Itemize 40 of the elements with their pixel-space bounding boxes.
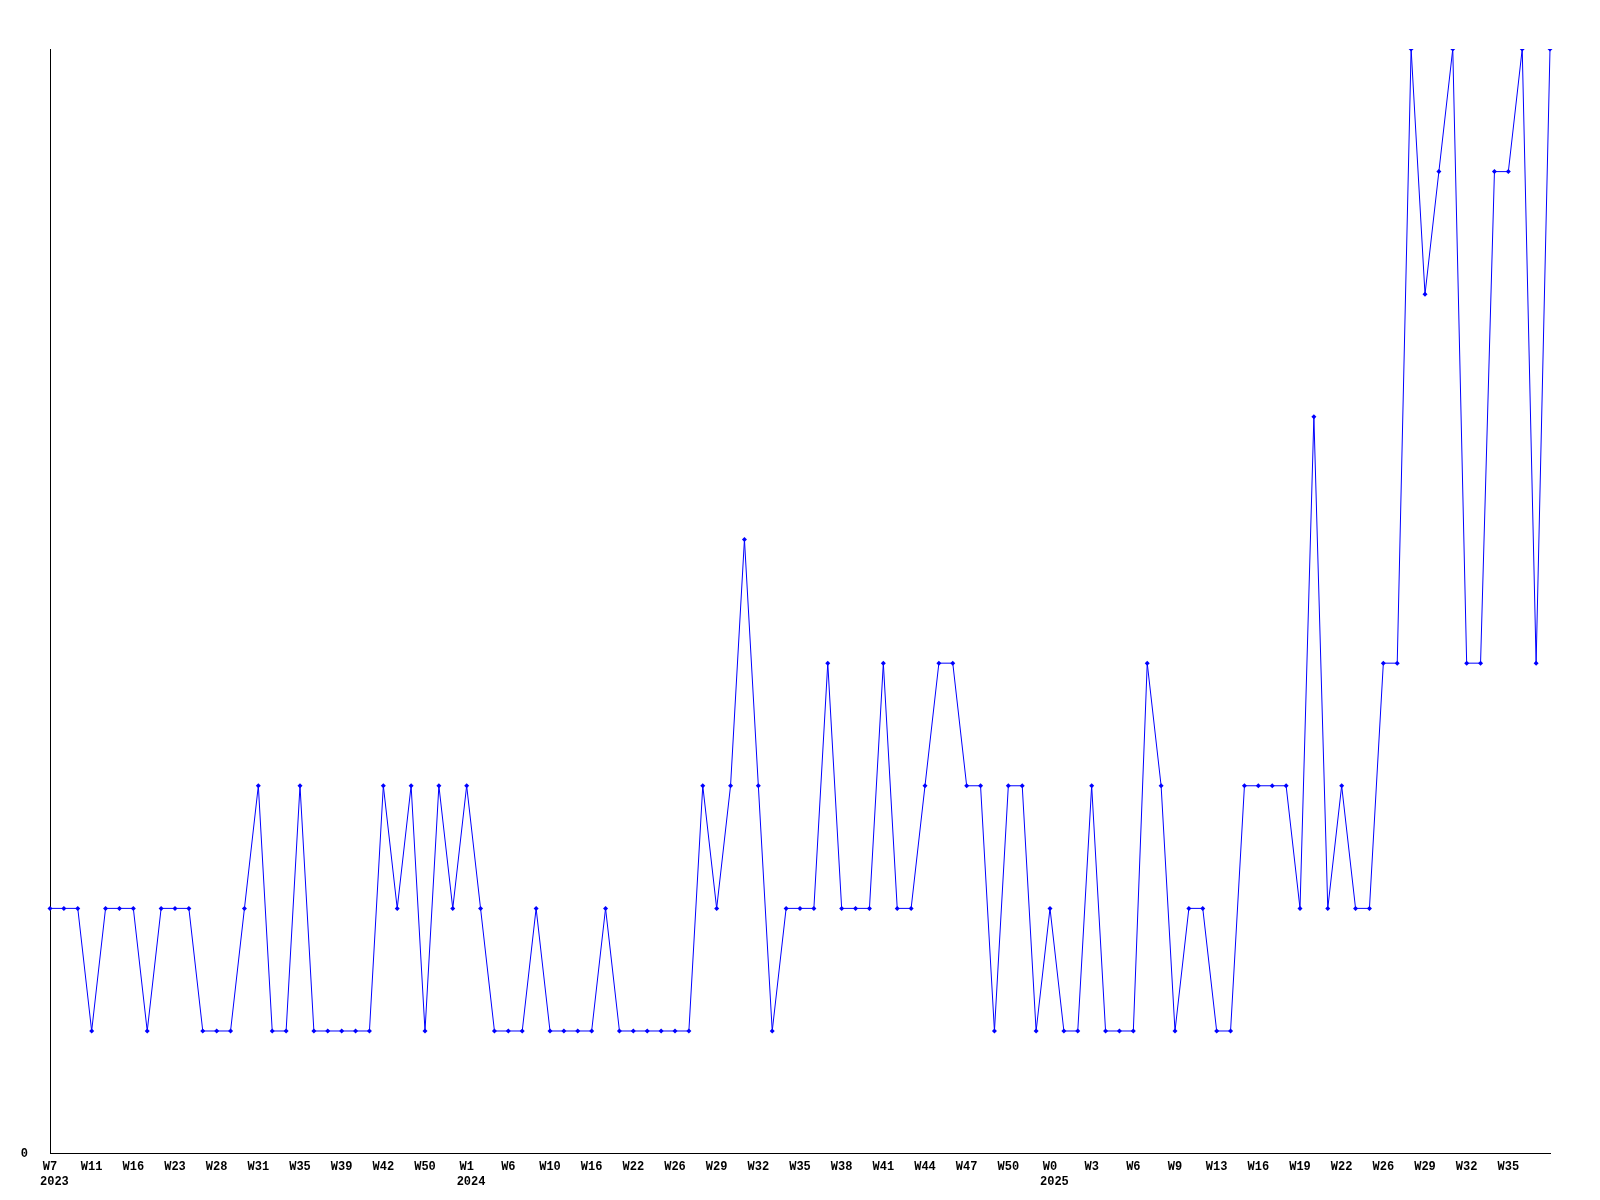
x-tick-label: W6 [1126,1159,1141,1174]
x-tick-label: W10 [539,1159,561,1174]
x-tick-label: W38 [830,1159,853,1174]
text: 2024 [456,1174,486,1189]
x-tick-label: W13 [1205,1159,1228,1174]
x-tick-label: W41 [872,1159,895,1174]
x-tick-label: W16 [1247,1159,1270,1174]
x-tick-label: W35 [289,1159,311,1174]
x-tick-label: W22 [1330,1159,1353,1174]
text: 2023 [40,1174,69,1189]
x-tick-label: W7 [42,1159,58,1174]
x-tick-label: W42 [372,1159,395,1174]
x-tick-label: W35 [789,1159,811,1174]
x-tick-label: W26 [1372,1159,1395,1174]
text: 2025 [1040,1174,1069,1189]
x-tick-label: W31 [247,1159,270,1174]
text: 0 [20,1146,28,1161]
x-tick-label: W39 [330,1159,353,1174]
x-tick-label: W35 [1497,1159,1520,1174]
x-tick-label: W3 [1084,1159,1099,1174]
x-tick-label: W19 [1289,1159,1311,1174]
x-tick-label: W22 [622,1159,645,1174]
x-tick-label: W23 [164,1159,186,1174]
x-tick-label: W26 [664,1159,686,1174]
x-tick-label: W29 [1414,1159,1436,1174]
x-tick-label: W1 [459,1159,474,1174]
x-tick-label: W16 [122,1159,145,1174]
x-tick-label: W50 [997,1159,1020,1174]
x-tick-label: W0 [1042,1159,1058,1174]
x-tick-label: W6 [501,1159,516,1174]
x-tick-label: W28 [205,1159,228,1174]
x-tick-label: W50 [414,1159,436,1174]
x-tick-label: W32 [1455,1159,1478,1174]
x-tick-label: W11 [80,1159,103,1174]
x-tick-label: W44 [914,1159,936,1174]
x-tick-label: W9 [1167,1159,1183,1174]
x-tick-label: W29 [705,1159,728,1174]
x-tick-label: W47 [955,1159,978,1174]
x-tick-label: W16 [580,1159,603,1174]
x-tick-label: W32 [747,1159,770,1174]
